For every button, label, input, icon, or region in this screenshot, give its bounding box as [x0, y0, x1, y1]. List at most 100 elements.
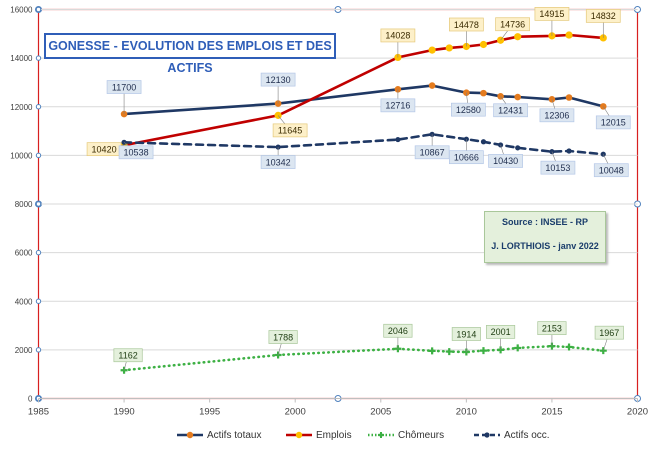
y-tick-marker	[35, 55, 42, 61]
data-label: 14478	[454, 20, 479, 30]
data-label-box	[118, 145, 154, 160]
y-tick-label: 8000	[15, 200, 33, 209]
chart-title: GONESSE - EVOLUTION DES EMPLOIS ET DES A…	[44, 33, 336, 75]
data-point	[428, 82, 436, 89]
data-label-box	[539, 108, 575, 123]
data-label: 12015	[601, 118, 626, 128]
data-label: 14028	[385, 31, 410, 41]
data-label-box	[495, 17, 530, 32]
y-tick-label: 0	[28, 395, 33, 404]
data-label-box	[106, 80, 142, 94]
y-tick-marker	[35, 249, 42, 256]
data-label-box	[451, 327, 481, 341]
legend-item-emplois: Emplois	[286, 426, 352, 444]
data-point	[565, 94, 573, 101]
legend-item-actifs-totaux: Actifs totaux	[177, 426, 261, 444]
data-point	[599, 34, 607, 42]
y-tick-label: 4000	[15, 297, 33, 306]
data-label-box	[488, 154, 523, 168]
x-tick-label: 2005	[370, 407, 391, 418]
legend-swatch-actifs-occ	[474, 432, 500, 438]
data-label: 1967	[599, 328, 619, 338]
series-line-2	[122, 344, 605, 372]
data-label-box	[260, 72, 296, 87]
data-label-box	[113, 348, 143, 363]
data-label-box	[595, 115, 631, 130]
data-label: 10153	[545, 163, 570, 173]
y-tick-label: 10000	[10, 151, 33, 160]
data-point	[480, 89, 487, 97]
data-label: 1162	[118, 351, 137, 361]
data-label-box	[534, 7, 570, 21]
gridlines	[38, 9, 638, 351]
data-label: 11700	[112, 82, 136, 92]
data-label: 1788	[273, 332, 293, 342]
data-label-box	[260, 155, 296, 169]
data-point	[479, 40, 488, 49]
data-point	[394, 86, 402, 93]
series-line-3	[122, 133, 605, 156]
data-point	[479, 347, 487, 355]
source-text: Source : INSEE - RP	[501, 217, 589, 227]
data-label: 12716	[385, 101, 410, 111]
data-label: 10342	[266, 157, 291, 167]
y-tick-label: 6000	[15, 249, 33, 258]
data-label-box	[383, 323, 413, 338]
data-label-box	[594, 325, 624, 340]
data-label: 11645	[278, 126, 302, 136]
data-point	[548, 32, 556, 40]
data-label: 2153	[542, 323, 562, 333]
legend-item-actifs-occ: Actifs occ.	[474, 426, 550, 444]
source-annotation: Source : INSEE - RP J. LORTHIOIS - janv …	[484, 211, 606, 263]
x-tick-label: 1985	[28, 407, 49, 418]
data-label-box	[449, 17, 484, 32]
data-label: 1914	[456, 329, 476, 339]
data-point	[566, 148, 572, 154]
series-line-0	[122, 84, 605, 116]
y-tick-marker	[35, 6, 42, 13]
data-label: 12130	[266, 75, 291, 85]
legend-label-actifs-occ: Actifs occ.	[504, 429, 550, 441]
data-label: 12431	[498, 106, 523, 116]
legend-swatch-actifs-totaux	[177, 431, 203, 439]
legend-swatch-chomeurs	[368, 432, 394, 438]
y-tick-label: 14000	[10, 54, 33, 63]
legend-swatch-emplois	[286, 431, 312, 439]
data-point	[480, 139, 487, 145]
data-label-box	[486, 325, 516, 339]
y-tick-marker	[35, 298, 42, 304]
data-point	[428, 347, 436, 355]
data-point	[514, 33, 522, 41]
data-point	[395, 136, 401, 143]
x-tick-label: 1995	[199, 407, 220, 418]
y-tick-marker	[35, 104, 42, 110]
legend-label-actifs-totaux: Actifs totaux	[207, 429, 262, 441]
data-point	[565, 31, 573, 39]
data-point	[496, 36, 505, 44]
data-label-box	[493, 103, 528, 118]
data-label: 10867	[420, 148, 445, 158]
legend-label-chomeurs: Chômeurs	[398, 429, 445, 441]
y-tick-label: 2000	[15, 346, 33, 355]
data-label-box	[449, 150, 484, 165]
y-tick-marker	[35, 201, 42, 207]
data-point	[548, 96, 556, 103]
data-label: 2001	[491, 327, 511, 337]
data-label-box	[380, 28, 416, 43]
data-label-box	[380, 98, 416, 113]
x-tick-label: 2000	[285, 407, 306, 418]
x-tick-label: 2020	[627, 407, 648, 418]
data-point	[565, 343, 573, 351]
data-label: 14915	[539, 9, 564, 19]
data-label: 10048	[599, 166, 624, 176]
data-point	[394, 53, 402, 62]
data-label: 2046	[388, 326, 408, 336]
data-point	[514, 93, 521, 101]
x-tick-label: 1990	[114, 407, 135, 418]
y-tick-label: 12000	[10, 103, 33, 112]
author-text: J. LORTHIOIS - janv 2022	[491, 241, 599, 251]
data-label: 14832	[591, 11, 616, 21]
data-label-box	[593, 163, 629, 178]
data-point	[515, 145, 521, 151]
